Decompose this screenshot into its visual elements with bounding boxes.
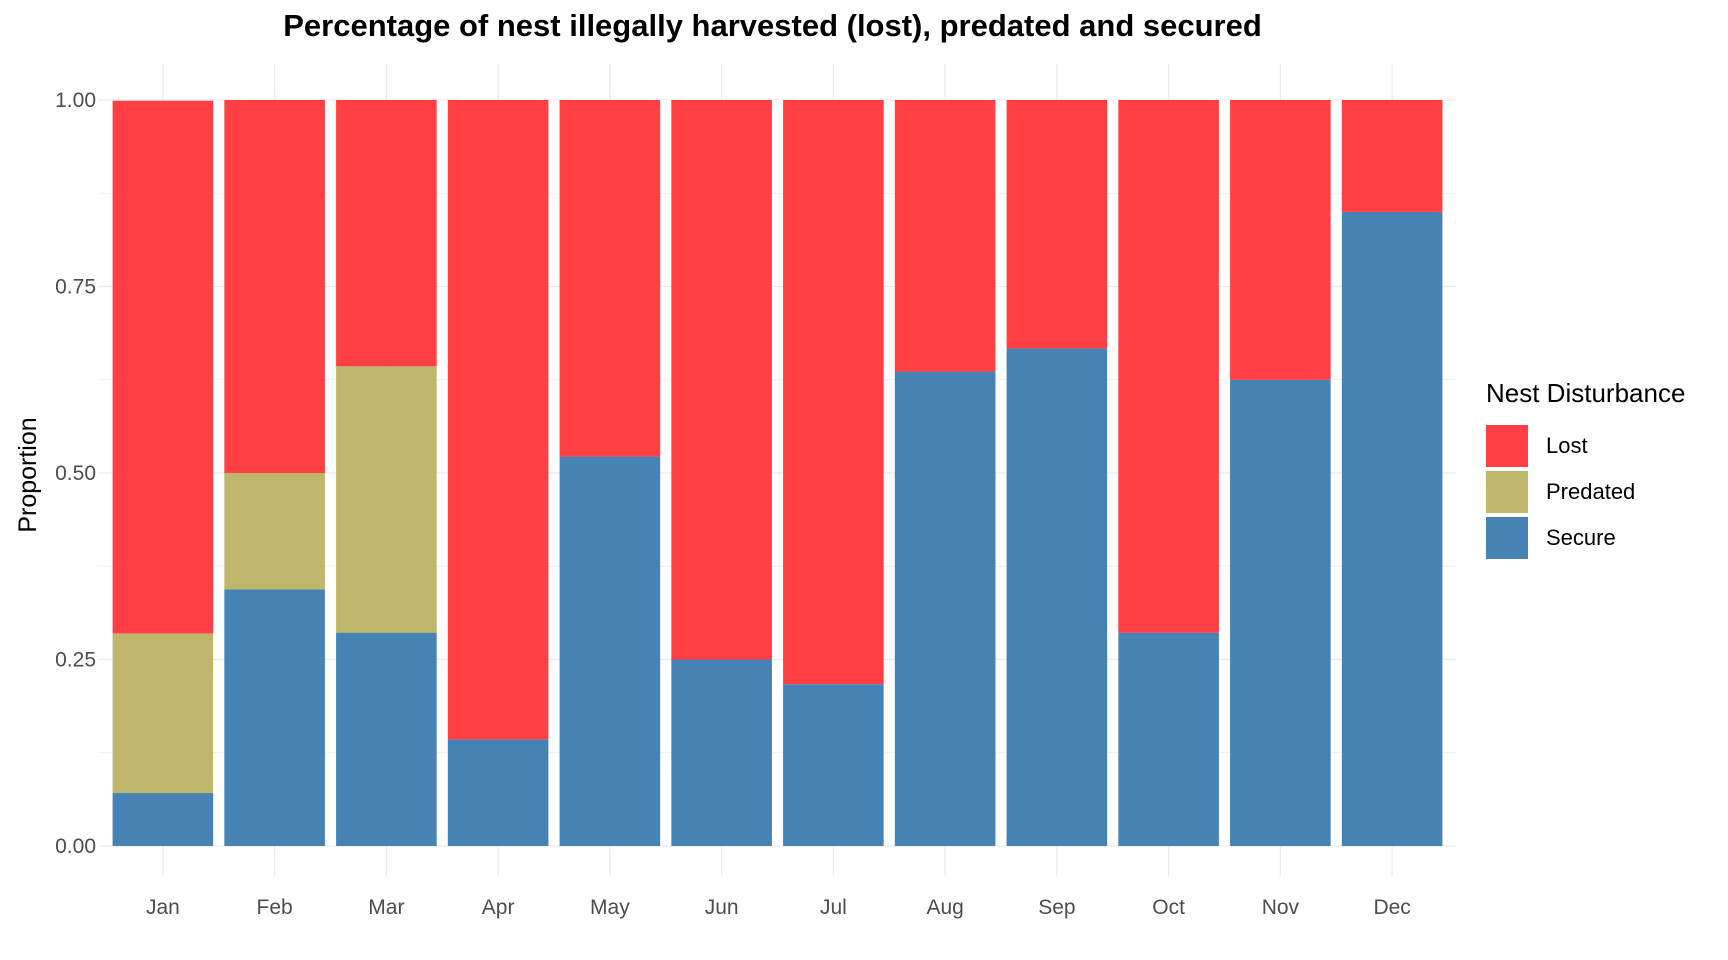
x-tick-label: Jun <box>705 896 739 919</box>
legend-swatch <box>1486 425 1528 467</box>
legend-item-secure: Secure <box>1486 515 1685 561</box>
bar-lost-jun <box>671 100 772 660</box>
bar-secure-mar <box>336 632 437 846</box>
x-tick-label: May <box>590 896 630 919</box>
bar-secure-sep <box>1006 348 1108 846</box>
y-tick-label: 0.50 <box>55 462 96 485</box>
chart-title: Percentage of nest illegally harvested (… <box>283 8 1262 43</box>
x-tick-label: Jul <box>820 896 847 919</box>
y-tick-label: 0.00 <box>55 835 96 858</box>
bars <box>112 100 1443 846</box>
legend-item-predated: Predated <box>1486 469 1685 515</box>
legend-swatch <box>1486 471 1528 513</box>
x-tick-label: Mar <box>368 896 404 919</box>
legend-swatch <box>1486 517 1528 559</box>
bar-secure-dec <box>1341 211 1443 846</box>
bar-secure-jun <box>671 659 772 846</box>
bar-predated-jan <box>112 633 214 794</box>
y-tick-label: 0.25 <box>55 649 96 672</box>
y-tick-label: 1.00 <box>55 89 96 112</box>
stacked-bar-chart: 0.000.250.500.751.00 Jan Feb Mar Apr May Jun J… <box>14 64 1456 919</box>
x-tick-label: Nov <box>1262 896 1300 919</box>
legend-title: Nest Disturbance <box>1486 378 1686 408</box>
x-tick-label: Feb <box>257 896 293 919</box>
x-tick-label: Oct <box>1152 896 1185 919</box>
legend-items: Lost Predated Secure <box>1486 423 1685 561</box>
bar-predated-mar <box>336 366 437 633</box>
x-tick-label: Aug <box>926 896 963 919</box>
legend: Nest Disturbance Lost Predated Secure <box>1486 378 1685 561</box>
legend-label: Predated <box>1546 479 1636 504</box>
x-tick-label: Sep <box>1038 896 1075 919</box>
bar-lost-dec <box>1341 100 1443 212</box>
bar-lost-mar <box>336 100 437 367</box>
bar-lost-apr <box>447 100 549 740</box>
bar-lost-aug <box>894 100 996 372</box>
bar-lost-feb <box>224 100 325 473</box>
legend-item-lost: Lost <box>1486 423 1685 469</box>
bar-secure-apr <box>447 739 549 846</box>
y-tick-label: 0.75 <box>55 276 96 299</box>
x-tick-label: Dec <box>1373 896 1410 919</box>
bar-secure-jan <box>112 793 214 846</box>
x-tick-label: Apr <box>482 896 515 919</box>
bar-lost-jan <box>112 100 214 634</box>
bar-lost-oct <box>1118 100 1219 633</box>
x-axis-ticks: Jan Feb Mar Apr May Jun Jul Aug Sep Oct Nov Dec <box>146 896 1411 919</box>
bar-secure-jul <box>783 684 884 846</box>
y-axis-ticks: 0.00 0.25 0.50 0.75 1.00 <box>55 89 96 858</box>
bar-secure-may <box>559 456 661 846</box>
bar-lost-jul <box>783 100 884 685</box>
y-axis-title: Proportion <box>14 417 42 532</box>
legend-label: Lost <box>1546 433 1588 458</box>
bar-secure-oct <box>1118 632 1219 846</box>
bar-secure-feb <box>224 589 325 846</box>
bar-lost-sep <box>1006 100 1108 349</box>
bar-lost-may <box>559 100 661 457</box>
bar-predated-feb <box>224 473 325 590</box>
bar-secure-aug <box>894 371 996 846</box>
x-tick-label: Jan <box>146 896 180 919</box>
legend-label: Secure <box>1546 525 1616 550</box>
bar-lost-nov <box>1230 100 1331 380</box>
bar-secure-nov <box>1230 379 1331 846</box>
